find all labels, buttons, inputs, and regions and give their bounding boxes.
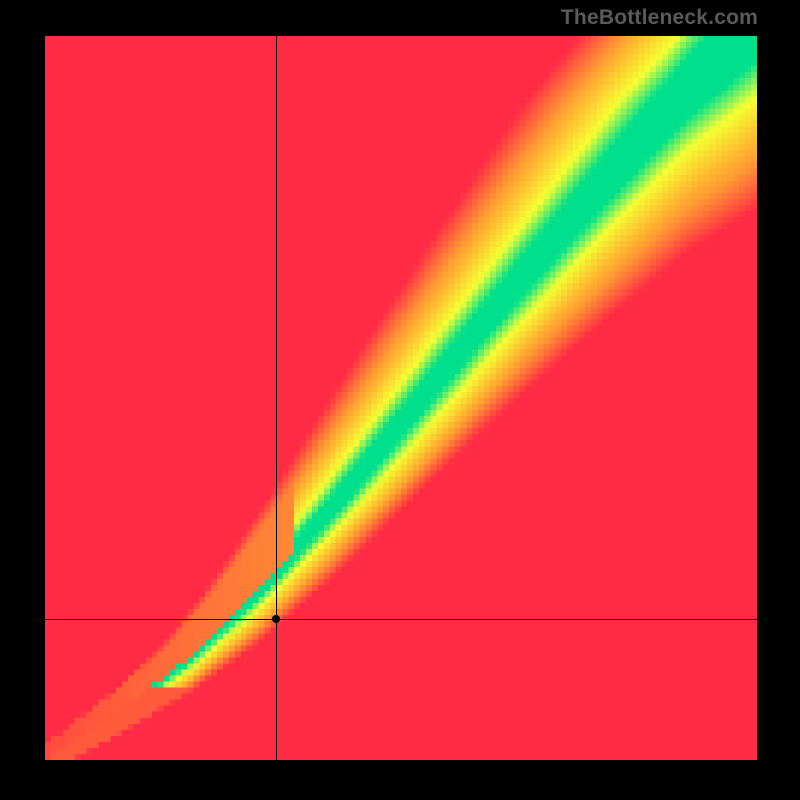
watermark-text: TheBottleneck.com — [561, 6, 758, 30]
heatmap-plot — [45, 36, 757, 760]
heatmap-canvas — [45, 36, 757, 760]
crosshair-vertical — [276, 36, 277, 760]
crosshair-horizontal — [45, 619, 757, 620]
crosshair-marker — [272, 615, 280, 623]
